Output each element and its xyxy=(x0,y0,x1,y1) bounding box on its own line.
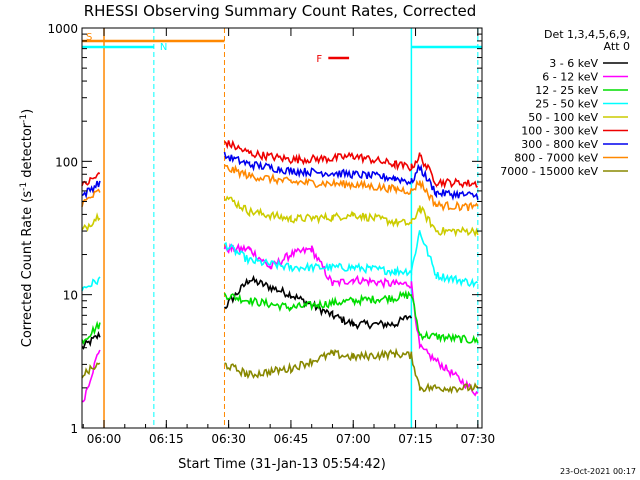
flag-label-4: F xyxy=(316,54,322,65)
series-line-4-part-1 xyxy=(81,276,101,292)
plot-frame xyxy=(81,27,483,429)
series-line-2-part-2 xyxy=(223,242,479,397)
series-line-8-part-2 xyxy=(224,164,479,212)
series-line-3-part-2 xyxy=(223,289,479,344)
series-line-2-part-1 xyxy=(82,349,101,403)
axes-layer: 06:00 06:15 06:30 06:45 07:00 07:15 07:30 1 10 10… xyxy=(47,22,495,446)
legend-header-line1: Det 1,3,4,5,6,9, xyxy=(544,28,630,41)
x-tick-label-6: 07:15 xyxy=(398,432,433,446)
series-line-7-part-1 xyxy=(81,180,101,199)
legend-label-6: 100 - 300 keV xyxy=(521,125,598,138)
y-tick-label-3: 100 xyxy=(55,155,78,169)
series-line-1-part-1 xyxy=(81,330,101,350)
legend-label-5: 50 - 100 keV xyxy=(528,111,598,124)
series-line-3-part-1 xyxy=(81,320,101,346)
legend-label-1: 3 - 6 keV xyxy=(549,57,598,70)
x-tick-label-5: 07:00 xyxy=(336,432,371,446)
y-tick-label-1: 1 xyxy=(70,422,78,436)
series-line-4-part-2 xyxy=(224,230,479,289)
legend-label-7: 300 - 800 keV xyxy=(521,138,598,151)
legend-label-8: 800 - 7000 keV xyxy=(514,152,598,165)
legend-label-9: 7000 - 15000 keV xyxy=(500,165,598,178)
series-line-5-part-2 xyxy=(224,195,479,238)
series-line-9-part-1 xyxy=(81,362,101,379)
legend-label-2: 6 - 12 keV xyxy=(542,71,598,84)
x-tick-label-2: 06:15 xyxy=(149,432,184,446)
flag-label-2: N xyxy=(160,42,167,53)
series-line-9-part-2 xyxy=(224,347,479,395)
x-tick-label-7: 07:30 xyxy=(461,432,496,446)
date-stamp: 23-Oct-2021 00:17 xyxy=(560,467,636,476)
x-tick-label-3: 06:30 xyxy=(211,432,246,446)
y-tick-label-2: 10 xyxy=(63,289,78,303)
legend-label-3: 12 - 25 keV xyxy=(535,84,598,97)
series-line-7-part-2 xyxy=(223,151,479,201)
series-line-6-part-2 xyxy=(223,139,478,190)
series-line-8-part-1 xyxy=(81,188,101,207)
legend-header-line2: Att 0 xyxy=(604,40,630,53)
y-axis-label: Corrected Count Rate (s-1 detector-1) xyxy=(19,109,35,347)
x-axis-label: Start Time (31-Jan-13 05:54:42) xyxy=(178,457,386,472)
data-layer: S N F xyxy=(81,28,482,428)
x-tick-label-1: 06:00 xyxy=(87,432,122,446)
legend-label-4: 25 - 50 keV xyxy=(535,98,598,111)
series-line-5-part-1 xyxy=(81,212,101,232)
chart-title: RHESSI Observing Summary Count Rates, Co… xyxy=(84,2,477,20)
flag-label-1: S xyxy=(86,32,92,43)
y-tick-label-4: 1000 xyxy=(47,22,78,36)
x-tick-label-4: 06:45 xyxy=(274,432,309,446)
